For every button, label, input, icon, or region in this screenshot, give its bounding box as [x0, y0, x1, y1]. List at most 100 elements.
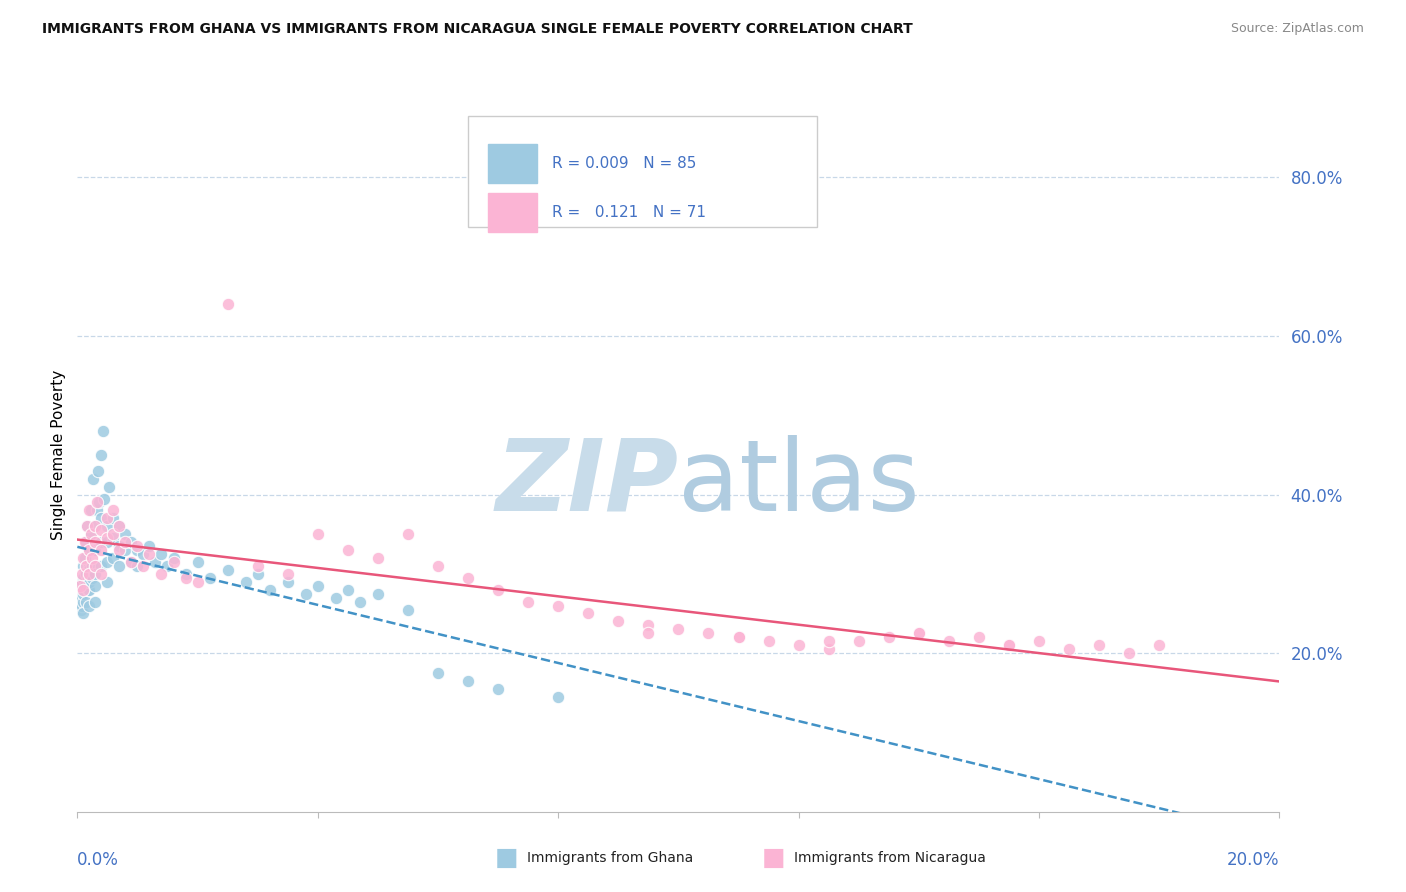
- Point: [186, 574, 209, 589]
- Point: [1088, 638, 1111, 652]
- Point: [87, 464, 110, 478]
- Point: [96, 519, 118, 533]
- Point: [93, 491, 115, 506]
- Point: [307, 527, 329, 541]
- Point: [1028, 634, 1050, 648]
- Point: [132, 558, 155, 573]
- Point: [127, 539, 149, 553]
- Point: [90, 543, 112, 558]
- Point: [120, 555, 142, 569]
- Point: [79, 566, 101, 581]
- Point: [138, 547, 160, 561]
- Bar: [488, 144, 537, 183]
- Point: [70, 574, 93, 589]
- Point: [637, 626, 659, 640]
- Point: [108, 543, 131, 558]
- Point: [70, 582, 93, 597]
- Text: Source: ZipAtlas.com: Source: ZipAtlas.com: [1230, 22, 1364, 36]
- Point: [73, 535, 96, 549]
- Point: [84, 594, 107, 608]
- Point: [787, 638, 810, 652]
- Point: [817, 634, 839, 648]
- Text: IMMIGRANTS FROM GHANA VS IMMIGRANTS FROM NICARAGUA SINGLE FEMALE POVERTY CORRELA: IMMIGRANTS FROM GHANA VS IMMIGRANTS FROM…: [42, 22, 912, 37]
- Point: [668, 623, 690, 637]
- Point: [349, 594, 371, 608]
- Point: [77, 571, 100, 585]
- Bar: [488, 193, 537, 232]
- Point: [79, 503, 101, 517]
- Point: [132, 547, 155, 561]
- Point: [396, 527, 419, 541]
- Point: [607, 615, 630, 629]
- Point: [325, 591, 347, 605]
- Point: [86, 495, 108, 509]
- Point: [79, 527, 101, 541]
- Y-axis label: Single Female Poverty: Single Female Poverty: [51, 370, 66, 540]
- Point: [72, 607, 94, 621]
- Point: [938, 634, 960, 648]
- Text: Immigrants from Nicaragua: Immigrants from Nicaragua: [794, 851, 986, 865]
- Point: [486, 681, 509, 696]
- Point: [517, 594, 540, 608]
- Point: [91, 424, 114, 438]
- Point: [96, 535, 118, 549]
- Point: [294, 587, 316, 601]
- Point: [145, 555, 167, 569]
- Point: [75, 558, 97, 573]
- Point: [73, 551, 96, 566]
- Point: [82, 551, 104, 566]
- Point: [72, 558, 94, 573]
- Point: [457, 673, 479, 688]
- Point: [79, 574, 101, 589]
- Point: [90, 558, 112, 573]
- Point: [127, 558, 149, 573]
- Point: [246, 566, 269, 581]
- Point: [367, 587, 389, 601]
- Point: [75, 594, 97, 608]
- Point: [217, 297, 239, 311]
- Point: [198, 571, 221, 585]
- Point: [108, 519, 131, 533]
- Point: [637, 618, 659, 632]
- Point: [277, 566, 299, 581]
- Point: [84, 579, 107, 593]
- Point: [396, 602, 419, 616]
- Point: [72, 571, 94, 585]
- Point: [967, 630, 990, 644]
- Point: [174, 571, 197, 585]
- Point: [336, 582, 359, 597]
- Point: [186, 555, 209, 569]
- Point: [69, 591, 91, 605]
- Point: [79, 543, 101, 558]
- Point: [162, 551, 184, 566]
- Text: 20.0%: 20.0%: [1227, 851, 1279, 869]
- Point: [217, 563, 239, 577]
- Point: [727, 630, 749, 644]
- Point: [108, 519, 131, 533]
- Text: atlas: atlas: [679, 435, 920, 532]
- Text: R = 0.009   N = 85: R = 0.009 N = 85: [553, 156, 696, 171]
- Point: [486, 582, 509, 597]
- Point: [697, 626, 720, 640]
- Point: [758, 634, 780, 648]
- Point: [79, 527, 101, 541]
- Point: [72, 594, 94, 608]
- Point: [174, 566, 197, 581]
- Point: [72, 551, 94, 566]
- Point: [427, 665, 450, 680]
- Text: Immigrants from Ghana: Immigrants from Ghana: [527, 851, 693, 865]
- Point: [84, 558, 107, 573]
- Point: [457, 571, 479, 585]
- Point: [90, 511, 112, 525]
- Point: [84, 519, 107, 533]
- Text: ■: ■: [495, 847, 517, 870]
- Point: [90, 535, 112, 549]
- Point: [103, 527, 125, 541]
- Point: [72, 582, 94, 597]
- Point: [90, 523, 112, 537]
- Point: [138, 539, 160, 553]
- Point: [79, 582, 101, 597]
- Point: [82, 571, 104, 585]
- Point: [127, 543, 149, 558]
- Point: [108, 539, 131, 553]
